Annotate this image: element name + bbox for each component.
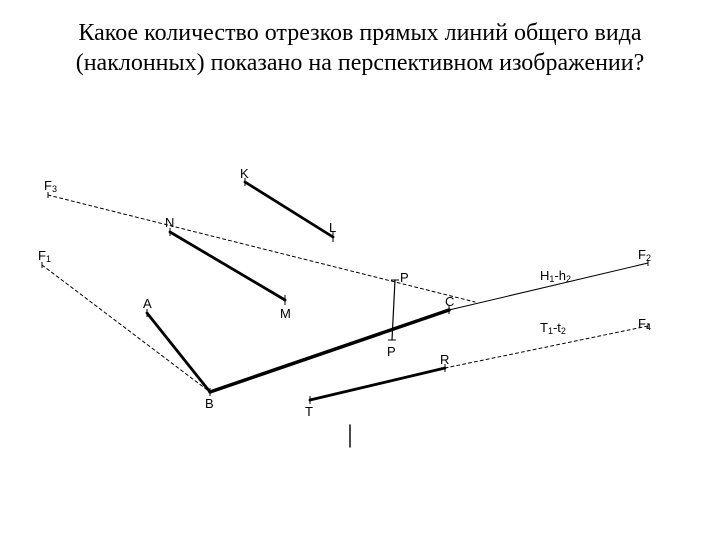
perspective-diagram (0, 0, 720, 540)
label-F4: F4 (638, 316, 651, 331)
label-A: A (143, 296, 152, 311)
segment-P-vert (392, 280, 395, 340)
segment-T-R (310, 368, 445, 400)
label-Pt: P (400, 270, 409, 285)
label-H1h2: H1-h2 (540, 268, 571, 283)
label-M: M (280, 306, 291, 321)
label-F3: F3 (44, 178, 57, 193)
segment-N-M (170, 232, 285, 300)
label-L: L (329, 220, 336, 235)
label-C: C (445, 294, 454, 309)
label-R: R (440, 352, 449, 367)
label-T: T (305, 404, 313, 419)
label-K: K (240, 166, 249, 181)
label-F1: F1 (38, 248, 51, 263)
label-N: N (165, 215, 174, 230)
label-B: B (205, 396, 214, 411)
segment-B-C (210, 310, 449, 392)
segment-K-L (245, 182, 333, 237)
label-F2: F2 (638, 247, 651, 262)
segment-A-B (147, 313, 210, 392)
label-T1t2: T1-t2 (540, 320, 566, 335)
label-Pb: P (387, 344, 396, 359)
segment-F1-B (42, 265, 210, 392)
